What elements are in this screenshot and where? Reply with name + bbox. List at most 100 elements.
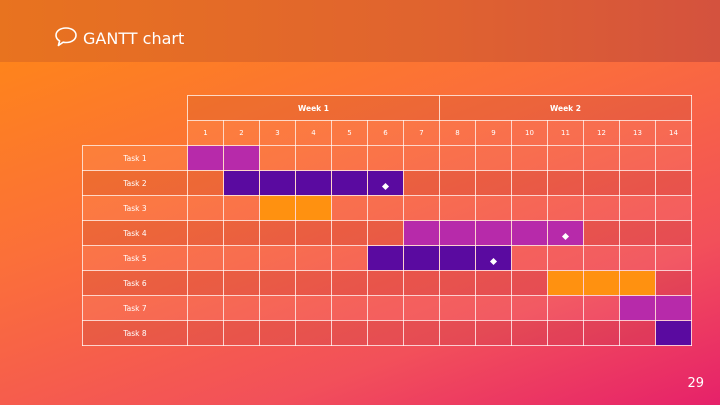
- day-header: 4: [295, 120, 332, 146]
- grid-cell: [655, 145, 692, 171]
- grid-cell: [367, 270, 404, 296]
- grid-cell: [475, 320, 512, 346]
- grid-cell: [331, 295, 368, 321]
- grid-cell: [655, 170, 692, 196]
- grid-cell: [403, 295, 440, 321]
- task-bar-cell: [403, 220, 440, 246]
- grid-cell: [619, 170, 656, 196]
- task-bar-cell: [331, 170, 368, 196]
- grid-cell: [187, 245, 224, 271]
- task-label: Task 3: [82, 195, 188, 221]
- grid-cell: [187, 320, 224, 346]
- day-header: 3: [259, 120, 296, 146]
- task-bar-cell: [367, 245, 404, 271]
- grid-cell: [439, 195, 476, 221]
- task-bar-cell: [655, 295, 692, 321]
- week-header: Week 2: [439, 95, 692, 121]
- grid-cell: [331, 320, 368, 346]
- grid-cell: [331, 145, 368, 171]
- grid-cell: [295, 270, 332, 296]
- task-label: Task 1: [82, 145, 188, 171]
- grid-cell: [655, 270, 692, 296]
- grid-cell: [619, 220, 656, 246]
- task-bar-cell: [547, 220, 584, 246]
- grid-cell: [187, 170, 224, 196]
- grid-cell: [619, 195, 656, 221]
- grid-cell: [295, 295, 332, 321]
- task-bar-cell: [295, 195, 332, 221]
- grid-cell: [511, 295, 548, 321]
- task-row: Task 8: [82, 320, 692, 346]
- task-row: Task 6: [82, 270, 692, 296]
- grid-cell: [403, 270, 440, 296]
- day-header: 10: [511, 120, 548, 146]
- task-label: Task 5: [82, 245, 188, 271]
- milestone-diamond-icon: [561, 232, 570, 240]
- day-header: 9: [475, 120, 512, 146]
- grid-cell: [583, 245, 620, 271]
- grid-cell: [547, 195, 584, 221]
- grid-cell: [583, 195, 620, 221]
- task-label: Task 4: [82, 220, 188, 246]
- grid-cell: [655, 220, 692, 246]
- grid-cell: [259, 295, 296, 321]
- task-bar-cell: [223, 145, 260, 171]
- grid-cell: [403, 170, 440, 196]
- grid-cell: [403, 145, 440, 171]
- day-header: 8: [439, 120, 476, 146]
- grid-cell: [475, 170, 512, 196]
- grid-cell: [583, 145, 620, 171]
- task-bar-cell: [583, 270, 620, 296]
- task-row: Task 3: [82, 195, 692, 221]
- task-row: Task 5: [82, 245, 692, 271]
- task-bar-cell: [655, 320, 692, 346]
- grid-cell: [583, 295, 620, 321]
- task-bar-cell: [295, 170, 332, 196]
- grid-cell: [367, 145, 404, 171]
- task-bar-cell: [187, 145, 224, 171]
- task-row: Task 2: [82, 170, 692, 196]
- grid-cell: [187, 195, 224, 221]
- day-header: 2: [223, 120, 260, 146]
- grid-cell: [619, 320, 656, 346]
- grid-cell: [367, 220, 404, 246]
- task-row: Task 7: [82, 295, 692, 321]
- task-bar-cell: [439, 245, 476, 271]
- day-header: 14: [655, 120, 692, 146]
- grid-cell: [187, 220, 224, 246]
- task-row: Task 1: [82, 145, 692, 171]
- grid-cell: [331, 220, 368, 246]
- grid-cell: [259, 320, 296, 346]
- grid-cell: [223, 245, 260, 271]
- task-bar-cell: [475, 245, 512, 271]
- task-label: Task 7: [82, 295, 188, 321]
- grid-cell: [331, 270, 368, 296]
- week-header-row: Week 1 Week 2: [82, 95, 692, 146]
- grid-cell: [187, 295, 224, 321]
- task-bar-cell: [259, 195, 296, 221]
- grid-cell: [547, 145, 584, 171]
- day-header: 11: [547, 120, 584, 146]
- grid-cell: [259, 270, 296, 296]
- grid-cell: [259, 145, 296, 171]
- grid-cell: [439, 270, 476, 296]
- grid-cell: [511, 270, 548, 296]
- grid-cell: [295, 320, 332, 346]
- speech-bubble-icon: [55, 27, 77, 47]
- grid-cell: [655, 245, 692, 271]
- day-header: 5: [331, 120, 368, 146]
- grid-cell: [259, 220, 296, 246]
- grid-cell: [511, 320, 548, 346]
- grid-cell: [655, 195, 692, 221]
- task-bar-cell: [259, 170, 296, 196]
- day-header: 6: [367, 120, 404, 146]
- grid-cell: [439, 320, 476, 346]
- grid-cell: [331, 195, 368, 221]
- task-row: Task 4: [82, 220, 692, 246]
- task-bar-cell: [547, 270, 584, 296]
- grid-cell: [295, 220, 332, 246]
- grid-cell: [187, 270, 224, 296]
- task-bar-cell: [403, 245, 440, 271]
- grid-cell: [511, 170, 548, 196]
- grid-cell: [547, 320, 584, 346]
